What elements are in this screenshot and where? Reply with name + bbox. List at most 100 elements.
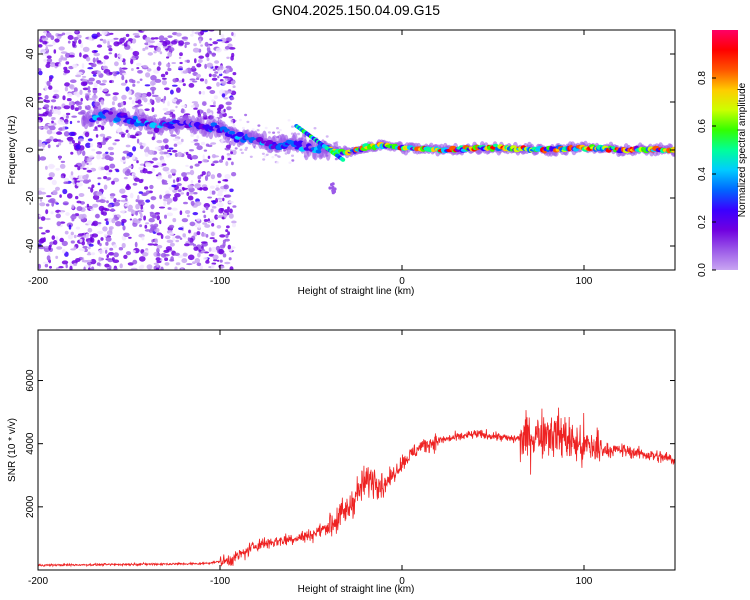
noise-blob xyxy=(186,191,190,196)
noise-blob xyxy=(91,148,96,152)
noise-blob xyxy=(166,110,171,115)
noise-blob xyxy=(119,67,122,73)
ridge-blob xyxy=(108,111,114,115)
noise-blob xyxy=(92,220,99,227)
noise-blob xyxy=(130,267,138,270)
noise-blob xyxy=(166,197,173,204)
noise-blob xyxy=(154,37,159,40)
noise-blob xyxy=(214,214,219,220)
noise-blob xyxy=(152,214,157,219)
noise-blob xyxy=(223,212,228,218)
noise-blob xyxy=(47,123,54,126)
noise-blob xyxy=(113,252,119,258)
noise-blob xyxy=(89,143,94,148)
noise-blob xyxy=(217,75,220,79)
noise-blob xyxy=(196,231,201,236)
noise-blob xyxy=(164,144,169,150)
noise-blob xyxy=(204,175,209,181)
noise-blob xyxy=(73,87,78,93)
noise-blob xyxy=(228,67,233,72)
noise-blob xyxy=(201,30,209,33)
noise-blob xyxy=(43,99,47,103)
noise-blob xyxy=(291,154,294,157)
noise-blob xyxy=(55,186,60,191)
noise-blob xyxy=(192,261,196,264)
noise-blob xyxy=(198,224,201,229)
noise-blob xyxy=(99,133,106,137)
noise-blob xyxy=(142,252,149,257)
noise-blob xyxy=(145,190,150,195)
noise-blob xyxy=(47,44,54,47)
noise-blob xyxy=(231,161,234,166)
noise-blob xyxy=(202,90,206,95)
noise-blob xyxy=(118,54,123,58)
noise-blob xyxy=(203,256,208,261)
noise-blob xyxy=(194,142,200,146)
noise-blob xyxy=(77,166,81,171)
noise-blob xyxy=(148,45,156,48)
noise-blob xyxy=(168,147,174,150)
noise-blob xyxy=(70,105,75,110)
noise-blob xyxy=(177,189,182,193)
noise-blob xyxy=(90,63,97,68)
noise-blob xyxy=(62,188,68,195)
noise-blob xyxy=(57,33,63,37)
noise-blob xyxy=(209,90,216,94)
noise-blob xyxy=(82,179,90,184)
noise-blob xyxy=(193,107,198,110)
noise-blob xyxy=(169,259,175,262)
noise-blob xyxy=(198,59,203,63)
noise-blob xyxy=(95,199,101,203)
noise-blob xyxy=(139,224,143,228)
noise-blob xyxy=(128,236,132,239)
noise-blob xyxy=(88,243,94,247)
noise-blob xyxy=(210,231,215,237)
noise-blob xyxy=(179,61,183,65)
noise-blob xyxy=(194,58,197,64)
noise-blob xyxy=(161,182,169,185)
noise-blob xyxy=(138,191,143,194)
noise-blob xyxy=(132,182,138,186)
noise-blob xyxy=(85,142,92,148)
noise-blob xyxy=(75,258,81,262)
noise-blob xyxy=(64,86,68,92)
noise-blob xyxy=(180,138,184,143)
noise-blob xyxy=(106,200,109,204)
noise-blob xyxy=(105,236,112,242)
noise-blob xyxy=(218,70,222,75)
noise-blob xyxy=(61,32,66,36)
noise-blob xyxy=(83,248,88,252)
noise-blob xyxy=(164,262,170,266)
noise-blob xyxy=(156,232,163,236)
noise-blob xyxy=(91,94,98,100)
noise-blob xyxy=(87,89,92,93)
ridge-blob xyxy=(247,132,253,138)
noise-blob xyxy=(162,77,167,80)
noise-blob xyxy=(186,59,190,63)
noise-blob xyxy=(334,157,338,161)
noise-blob xyxy=(41,142,46,148)
noise-blob xyxy=(38,155,41,161)
noise-blob xyxy=(138,210,142,215)
noise-blob xyxy=(38,70,43,76)
noise-blob xyxy=(186,189,189,192)
noise-blob xyxy=(100,237,104,241)
noise-blob xyxy=(149,211,154,214)
noise-blob xyxy=(38,92,42,96)
noise-blob xyxy=(81,248,86,252)
noise-blob xyxy=(199,187,203,191)
noise-blob xyxy=(121,94,127,100)
noise-blob xyxy=(99,83,106,86)
ridge-blob xyxy=(214,124,220,129)
noise-blob xyxy=(113,214,118,218)
noise-blob xyxy=(220,37,227,43)
noise-blob xyxy=(212,155,220,158)
noise-blob xyxy=(96,262,101,266)
noise-blob xyxy=(60,160,66,163)
noise-blob xyxy=(166,202,171,205)
noise-blob xyxy=(181,36,189,40)
noise-blob xyxy=(162,166,170,172)
noise-blob xyxy=(179,237,183,240)
noise-blob xyxy=(46,255,51,261)
noise-blob xyxy=(216,39,223,42)
